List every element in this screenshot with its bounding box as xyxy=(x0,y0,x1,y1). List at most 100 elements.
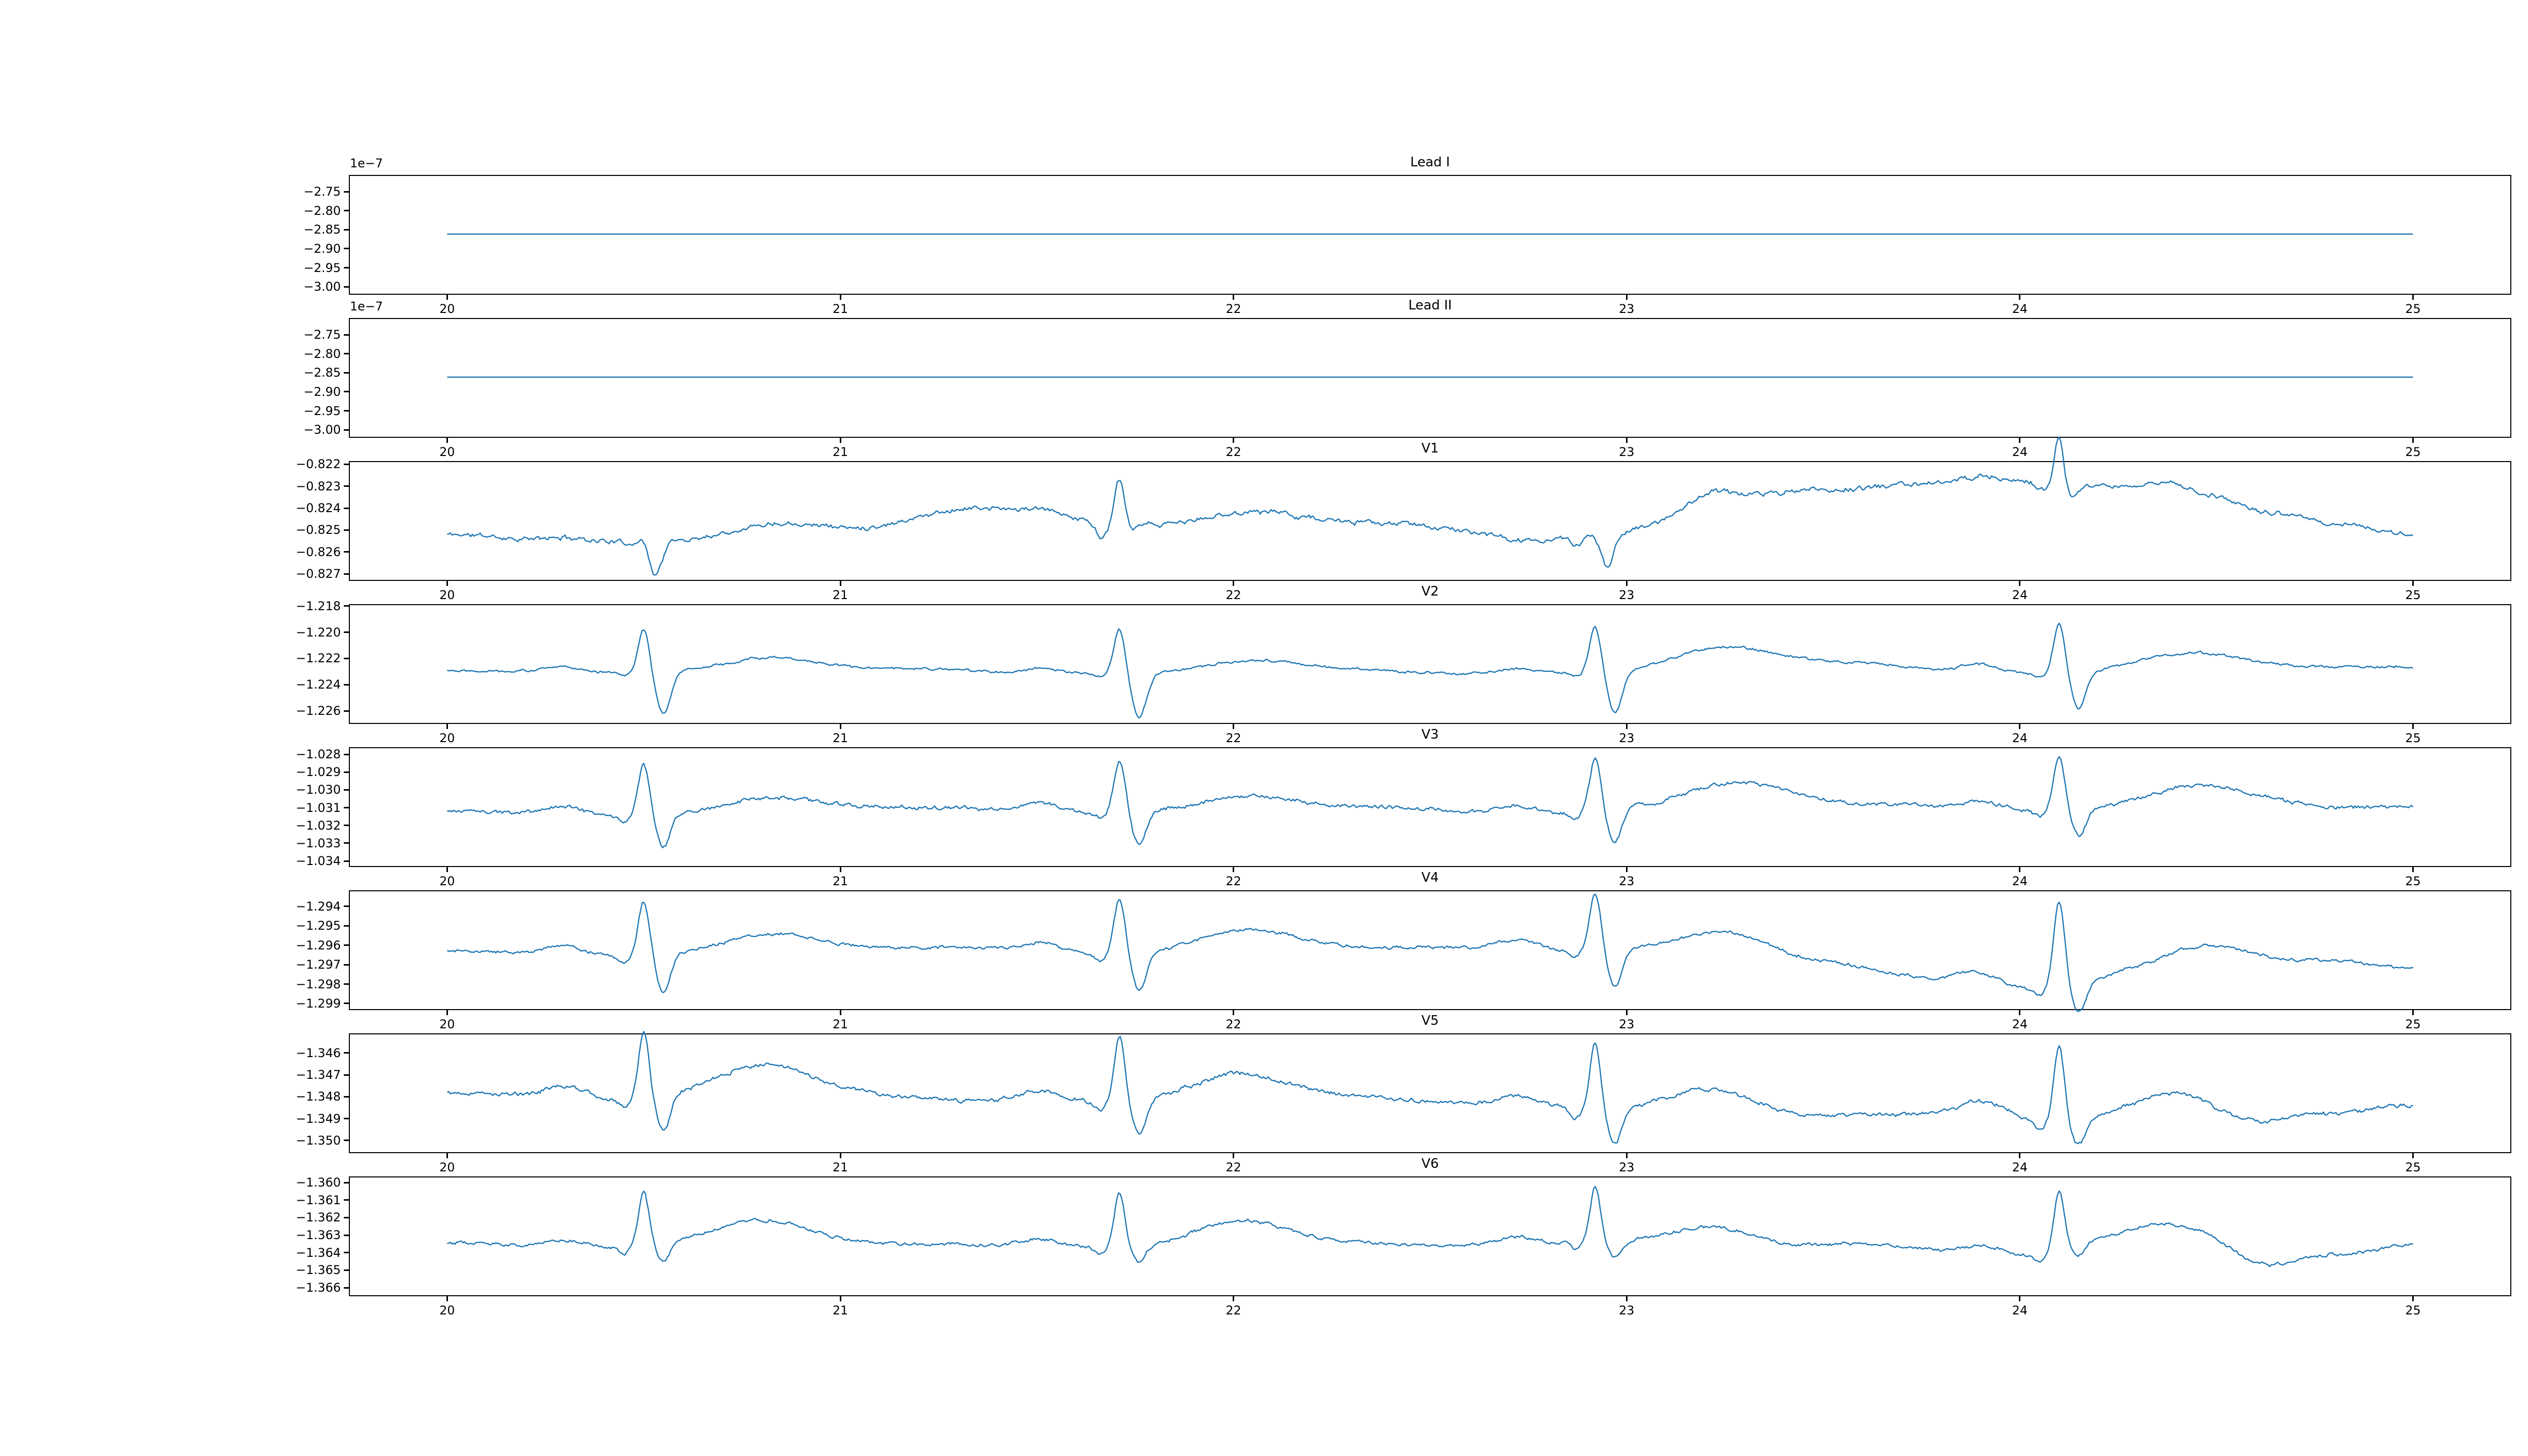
x-tick-mark xyxy=(446,1010,448,1015)
y-tick-label: −1.031 xyxy=(296,800,341,815)
subplot-title: V4 xyxy=(1421,870,1439,885)
x-tick-label: 25 xyxy=(2405,1017,2421,1031)
axes-box xyxy=(349,175,2511,295)
x-tick-mark xyxy=(446,1153,448,1158)
x-tick-mark xyxy=(2019,581,2021,586)
y-tick-label: −0.826 xyxy=(296,544,341,559)
y-tick-mark xyxy=(344,1234,349,1236)
x-tick-mark xyxy=(839,1010,841,1015)
y-tick-label: −1.220 xyxy=(296,625,341,640)
y-tick-label: −3.00 xyxy=(303,423,341,437)
x-tick-mark xyxy=(839,724,841,729)
y-tick-label: −2.95 xyxy=(303,260,341,275)
x-tick-label: 20 xyxy=(439,588,455,602)
x-tick-mark xyxy=(2019,1010,2021,1015)
x-tick-mark xyxy=(839,1296,841,1301)
x-tick-mark xyxy=(839,295,841,300)
y-tick-mark xyxy=(344,1003,349,1005)
x-tick-mark xyxy=(1626,1153,1628,1158)
y-tick-label: −1.224 xyxy=(296,677,341,692)
x-tick-label: 23 xyxy=(1619,1017,1635,1031)
x-tick-mark xyxy=(2412,867,2414,872)
y-tick-label: −0.823 xyxy=(296,479,341,493)
x-tick-label: 25 xyxy=(2405,1303,2421,1317)
y-tick-label: −1.029 xyxy=(296,765,341,780)
y-tick-label: −2.90 xyxy=(303,241,341,256)
x-tick-mark xyxy=(839,867,841,872)
x-tick-mark xyxy=(446,1296,448,1301)
trace-svg-v6 xyxy=(447,1186,2413,1267)
y-tick-mark xyxy=(344,771,349,773)
y-tick-mark xyxy=(344,1287,349,1289)
y-tick-mark xyxy=(344,1052,349,1054)
y-tick-label: −1.032 xyxy=(296,818,341,833)
y-tick-mark xyxy=(344,944,349,946)
x-tick-mark xyxy=(1233,1010,1235,1015)
y-tick-label: −1.222 xyxy=(296,651,341,666)
y-tick-mark xyxy=(344,551,349,553)
x-tick-label: 24 xyxy=(2012,445,2028,459)
x-tick-mark xyxy=(839,581,841,586)
x-tick-label: 21 xyxy=(832,731,848,745)
y-tick-label: −1.034 xyxy=(296,854,341,869)
x-tick-label: 24 xyxy=(2012,1160,2028,1174)
ecg-trace xyxy=(447,436,2414,576)
axis-offset-label: 1e−7 xyxy=(350,156,383,170)
x-tick-mark xyxy=(839,438,841,443)
y-tick-mark xyxy=(344,1269,349,1271)
y-tick-mark xyxy=(344,605,349,607)
y-tick-mark xyxy=(344,710,349,712)
y-tick-mark xyxy=(344,807,349,809)
x-tick-label: 23 xyxy=(1619,1303,1635,1317)
y-tick-label: −1.350 xyxy=(296,1133,341,1148)
y-tick-mark xyxy=(344,429,349,431)
y-tick-label: −1.296 xyxy=(296,938,341,952)
y-tick-mark xyxy=(344,507,349,509)
x-tick-label: 23 xyxy=(1619,445,1635,459)
x-tick-mark xyxy=(446,581,448,586)
x-tick-mark xyxy=(2412,724,2414,729)
x-tick-mark xyxy=(1233,724,1235,729)
y-tick-mark xyxy=(344,983,349,985)
x-tick-label: 24 xyxy=(2012,731,2028,745)
y-tick-mark xyxy=(344,210,349,212)
x-tick-label: 20 xyxy=(439,1017,455,1031)
x-tick-mark xyxy=(2019,1153,2021,1158)
x-tick-mark xyxy=(1233,295,1235,300)
y-tick-mark xyxy=(344,391,349,393)
y-tick-label: −0.822 xyxy=(296,457,341,472)
axes-box xyxy=(349,461,2511,581)
x-tick-label: 24 xyxy=(2012,1017,2028,1031)
x-tick-label: 23 xyxy=(1619,302,1635,316)
x-tick-mark xyxy=(446,295,448,300)
y-tick-label: −0.824 xyxy=(296,501,341,516)
x-tick-mark xyxy=(2019,295,2021,300)
y-tick-label: −0.825 xyxy=(296,523,341,537)
ecg-trace xyxy=(446,1031,2413,1145)
y-tick-mark xyxy=(344,485,349,487)
x-tick-label: 21 xyxy=(832,588,848,602)
x-tick-mark xyxy=(1626,724,1628,729)
x-tick-mark xyxy=(1626,1296,1628,1301)
y-tick-mark xyxy=(344,1118,349,1120)
x-tick-mark xyxy=(839,1153,841,1158)
y-tick-label: −1.298 xyxy=(296,977,341,991)
y-tick-label: −2.75 xyxy=(303,328,341,342)
x-tick-label: 24 xyxy=(2012,588,2028,602)
axes-box xyxy=(349,318,2511,438)
y-tick-mark xyxy=(344,248,349,250)
trace-svg-lead-ii xyxy=(447,376,2413,378)
x-tick-label: 25 xyxy=(2405,445,2421,459)
x-tick-mark xyxy=(1233,1153,1235,1158)
y-tick-mark xyxy=(344,1096,349,1098)
x-tick-label: 21 xyxy=(832,445,848,459)
y-tick-label: −1.349 xyxy=(296,1111,341,1126)
y-tick-label: −1.361 xyxy=(296,1193,341,1207)
y-tick-label: −1.363 xyxy=(296,1228,341,1243)
x-tick-label: 24 xyxy=(2012,1303,2028,1317)
x-tick-mark xyxy=(2019,1296,2021,1301)
y-tick-mark xyxy=(344,753,349,755)
y-tick-label: −2.85 xyxy=(303,366,341,380)
y-tick-mark xyxy=(344,860,349,862)
y-tick-label: −1.346 xyxy=(296,1045,341,1060)
